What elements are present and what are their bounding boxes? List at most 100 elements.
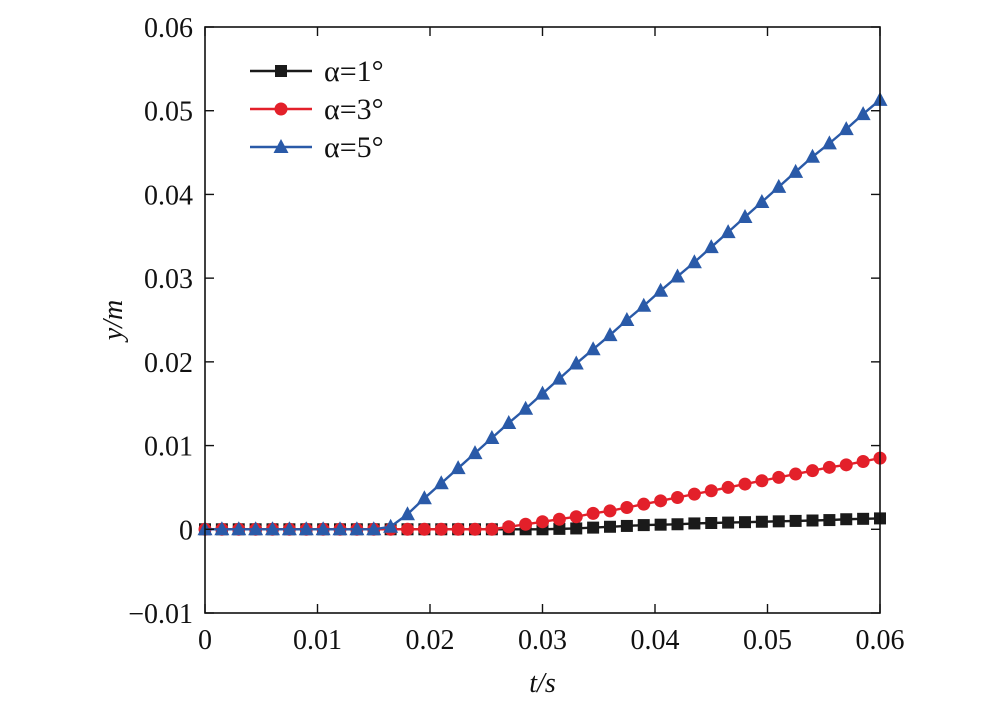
data-point-circle — [434, 522, 448, 536]
data-point-triangle — [281, 521, 297, 536]
data-point-triangle — [602, 327, 618, 342]
data-point-triangle — [467, 445, 483, 460]
data-point-circle — [536, 515, 549, 529]
data-point-square — [705, 517, 718, 530]
data-point-circle — [738, 477, 752, 491]
data-point-square — [587, 521, 600, 534]
data-point-square — [722, 516, 735, 529]
data-point-triangle — [568, 355, 584, 370]
data-point-circle — [822, 460, 836, 474]
data-point-square — [772, 515, 785, 528]
data-point-triangle — [636, 297, 652, 312]
data-point-circle — [552, 512, 566, 526]
data-point-square — [620, 519, 633, 532]
data-point-circle — [687, 487, 701, 501]
data-point-circle — [654, 494, 668, 508]
data-point-circle — [620, 501, 634, 515]
data-point-square — [654, 518, 667, 531]
y-axis-label: y/m — [98, 300, 129, 343]
y-tick-label: 0 — [179, 515, 193, 546]
data-point-square — [553, 522, 566, 535]
data-point-circle — [586, 506, 600, 520]
data-point-triangle — [450, 460, 466, 475]
data-point-triangle — [619, 312, 635, 326]
data-point-square — [789, 514, 802, 527]
legend-label: α=3° — [324, 93, 384, 126]
x-tick-label: 0.02 — [406, 625, 455, 656]
x-tick-label: 0.04 — [631, 625, 680, 656]
x-axis-label: t/s — [529, 668, 556, 699]
data-point-triangle — [298, 521, 314, 536]
data-point-circle — [806, 464, 819, 478]
data-point-circle — [755, 474, 769, 488]
y-tick-label: 0.06 — [144, 13, 193, 44]
data-point-square — [275, 65, 287, 77]
data-point-triangle — [383, 518, 399, 533]
legend-label: α=1° — [324, 55, 384, 88]
data-point-triangle — [805, 148, 820, 163]
data-point-triangle — [754, 193, 770, 208]
data-point-circle — [485, 522, 499, 536]
legend: α=1° α=3° α=5° — [250, 55, 384, 164]
data-point-circle — [468, 522, 482, 536]
data-point-triangle — [551, 370, 567, 385]
x-tick-label: 0.05 — [743, 625, 792, 656]
legend-entry: α=5° — [250, 131, 384, 164]
data-point-circle — [502, 520, 516, 534]
data-point-circle — [274, 102, 288, 116]
data-point-square — [857, 512, 870, 525]
y-tick-label: 0.02 — [144, 348, 193, 379]
data-point-triangle — [771, 178, 787, 193]
axes: 0 0.01 0.02 0.03 0.04 0.05 0.06−0.0100.010.020… — [128, 13, 904, 656]
x-tick-label: 0.06 — [856, 625, 905, 656]
data-point-triangle — [214, 521, 230, 536]
x-tick-label: 0.01 — [293, 625, 342, 656]
legend-entry: α=1° — [250, 55, 384, 88]
data-point-triangle — [821, 135, 837, 150]
data-point-triangle — [248, 521, 264, 536]
legend-label: α=5° — [324, 131, 384, 164]
y-tick-label: −0.01 — [128, 599, 193, 630]
data-point-circle — [704, 484, 718, 498]
data-point-triangle — [838, 121, 854, 136]
data-point-circle — [856, 454, 870, 468]
data-point-triangle — [231, 521, 247, 536]
data-point-square — [637, 519, 650, 532]
data-point-circle — [789, 467, 803, 481]
data-point-square — [739, 516, 751, 529]
series-line — [205, 98, 881, 531]
data-point-triangle — [585, 341, 601, 356]
data-point-circle — [839, 458, 853, 472]
y-tick-label: 0.04 — [144, 180, 193, 211]
legend-entry: α=3° — [250, 93, 384, 126]
data-point-triangle — [518, 400, 534, 415]
data-point-square — [806, 514, 819, 527]
y-tick-label: 0.05 — [144, 97, 193, 128]
data-point-circle — [451, 522, 465, 536]
data-point-triangle — [653, 282, 669, 297]
data-point-circle — [417, 522, 431, 536]
data-point-square — [688, 517, 701, 530]
data-point-square — [823, 514, 836, 527]
data-point-circle — [772, 470, 786, 484]
series-3 — [197, 91, 888, 536]
data-point-triangle — [501, 414, 517, 429]
data-point-triangle — [686, 254, 702, 269]
data-point-circle — [603, 504, 617, 518]
data-point-triangle — [484, 430, 500, 445]
data-point-triangle — [535, 385, 550, 400]
data-point-triangle — [788, 163, 804, 178]
data-point-circle — [671, 490, 684, 504]
y-tick-label: 0.01 — [144, 432, 193, 463]
data-point-square — [570, 522, 583, 535]
data-point-triangle — [315, 521, 331, 536]
x-tick-label: 0.03 — [518, 625, 567, 656]
data-point-circle — [637, 497, 651, 511]
plot-area — [197, 91, 888, 536]
data-point-triangle — [416, 490, 432, 505]
data-point-circle — [569, 510, 583, 524]
data-point-triangle — [737, 209, 753, 224]
data-point-triangle — [273, 139, 289, 153]
data-point-triangle — [433, 475, 449, 490]
